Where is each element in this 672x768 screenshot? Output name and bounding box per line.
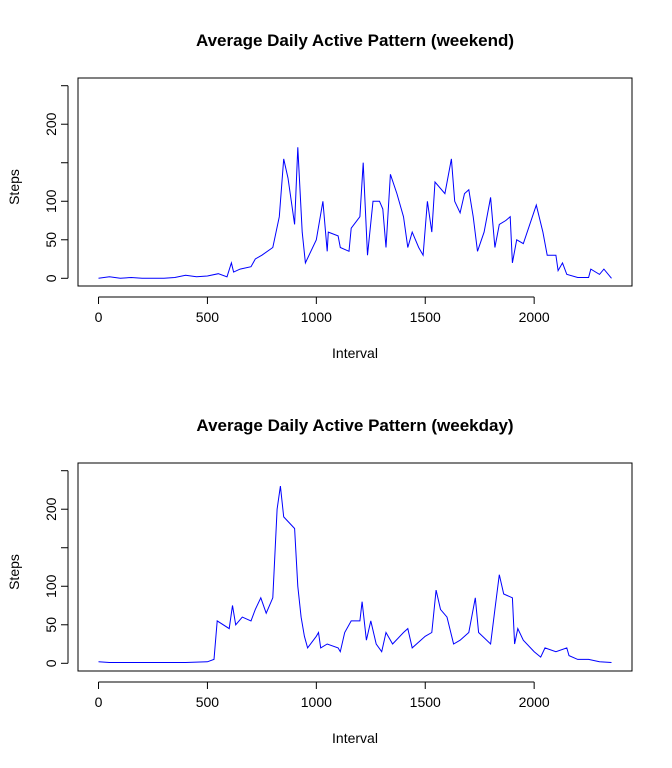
- chart-title: Average Daily Active Pattern (weekend): [196, 31, 514, 50]
- x-tick-label: 500: [196, 309, 220, 325]
- x-tick-label: 1000: [301, 694, 332, 710]
- data-line: [98, 486, 612, 663]
- x-tick-label: 500: [196, 694, 220, 710]
- y-tick-label: 0: [43, 659, 59, 667]
- y-tick-label: 200: [43, 497, 59, 521]
- x-tick-label: 2000: [519, 694, 550, 710]
- x-tick-label: 0: [95, 694, 103, 710]
- plot-box: [77, 77, 633, 287]
- x-axis-label: Interval: [332, 730, 378, 746]
- y-tick-label: 50: [43, 617, 59, 633]
- data-line: [98, 147, 612, 279]
- x-tick-label: 1500: [410, 309, 441, 325]
- plot-box: [77, 462, 633, 672]
- chart-title: Average Daily Active Pattern (weekday): [196, 416, 513, 435]
- x-axis-label: Interval: [332, 345, 378, 361]
- x-tick-label: 1000: [301, 309, 332, 325]
- y-tick-label: 100: [43, 189, 59, 213]
- x-tick-label: 1500: [410, 694, 441, 710]
- y-tick-label: 0: [43, 274, 59, 282]
- y-tick-label: 50: [43, 232, 59, 248]
- y-tick-label: 100: [43, 574, 59, 598]
- y-axis-label: Steps: [6, 169, 22, 205]
- y-tick-label: 200: [43, 112, 59, 136]
- x-tick-label: 0: [95, 309, 103, 325]
- y-axis-label: Steps: [6, 554, 22, 590]
- x-tick-label: 2000: [519, 309, 550, 325]
